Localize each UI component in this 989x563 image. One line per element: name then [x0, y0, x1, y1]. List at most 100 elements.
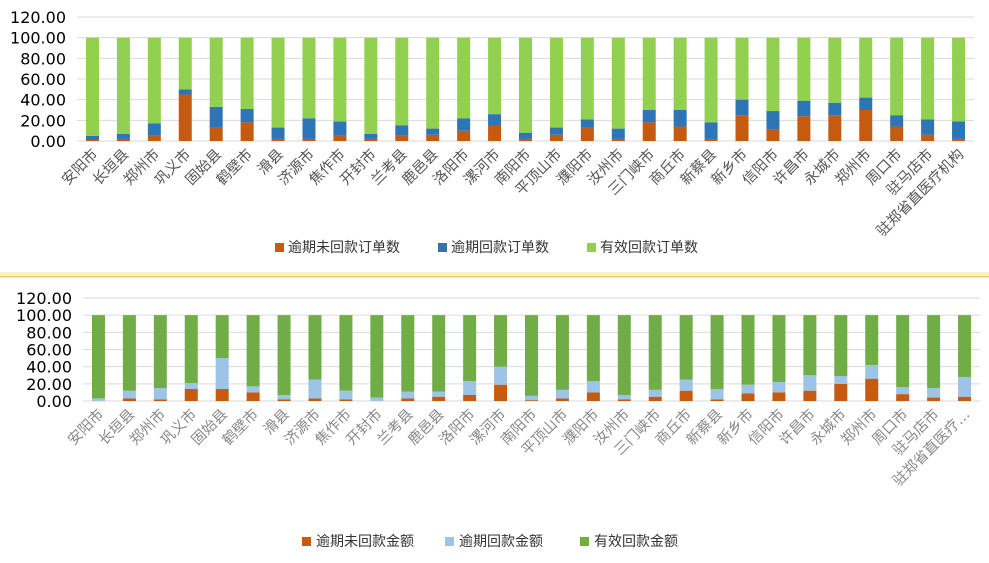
- bar-segment-2: [617, 394, 631, 400]
- legend-label-overdue-unpaid-amount: 逾期未回款金额: [316, 534, 414, 550]
- bar-segment-1: [555, 398, 569, 401]
- bar-segment-1: [277, 399, 291, 401]
- y-tick-label: 0.00: [36, 392, 72, 411]
- bar-segment-1: [147, 135, 161, 141]
- legend-label-valid-paid: 有效回款订单数: [600, 240, 698, 256]
- bar-segment-1: [710, 399, 724, 401]
- bar-segment-2: [184, 382, 198, 389]
- bar-segment-3: [617, 315, 631, 395]
- bar-segment-1: [679, 390, 693, 401]
- bar-segment-1: [246, 392, 260, 401]
- bar-segment-2: [803, 375, 817, 391]
- y-tick-label: 80.00: [26, 323, 72, 342]
- bar-segment-3: [927, 315, 941, 389]
- y-tick-label: 100.00: [10, 29, 66, 48]
- chart2-bars: [91, 315, 972, 401]
- bar-segment-1: [921, 134, 935, 141]
- bar-segment-3: [865, 315, 879, 365]
- bar-segment-3: [184, 315, 198, 383]
- bar-segment-2: [339, 390, 353, 400]
- bar-segment-1: [85, 139, 99, 141]
- bar-segment-3: [240, 37, 254, 109]
- bar-segment-3: [215, 315, 229, 359]
- bar-segment-1: [494, 384, 508, 401]
- bar-segment-2: [364, 133, 378, 139]
- bar-segment-2: [673, 110, 687, 127]
- bar-segment-1: [580, 127, 594, 141]
- bar-segment-2: [85, 135, 99, 140]
- bar-segment-3: [401, 315, 415, 392]
- bar-segment-2: [302, 118, 316, 139]
- bar-segment-1: [364, 138, 378, 141]
- bar-segment-3: [364, 37, 378, 134]
- bar-segment-1: [457, 130, 471, 141]
- bar-segment-1: [673, 126, 687, 141]
- bar-segment-3: [952, 37, 966, 122]
- y-tick-label: 20.00: [26, 375, 72, 394]
- bar-segment-2: [766, 111, 780, 130]
- bar-segment-2: [463, 381, 477, 395]
- bar-segment-1: [519, 138, 532, 141]
- y-tick-label: 80.00: [20, 49, 66, 68]
- bar-segment-2: [271, 127, 285, 139]
- bar-segment-2: [426, 128, 440, 135]
- bar-segment-3: [710, 315, 724, 389]
- bar-segment-3: [494, 315, 508, 367]
- bar-segment-3: [958, 315, 972, 377]
- bar-segment-3: [586, 315, 600, 382]
- y-tick-label: 0.00: [30, 132, 66, 151]
- bar-segment-3: [370, 315, 384, 398]
- y-tick-label: 40.00: [20, 91, 66, 110]
- bar-segment-2: [772, 382, 786, 393]
- bar-segment-2: [246, 386, 260, 393]
- bar-segment-3: [271, 37, 285, 128]
- bar-segment-2: [741, 384, 755, 394]
- bar-segment-2: [921, 119, 935, 135]
- bar-segment-2: [555, 389, 569, 399]
- bar-segment-1: [797, 116, 811, 141]
- bar-segment-1: [642, 122, 656, 141]
- bar-segment-3: [772, 315, 786, 383]
- legend-swatch-valid-paid-amount: [580, 537, 589, 546]
- category-label: 鹤壁市: [219, 406, 262, 449]
- bar-segment-1: [308, 398, 322, 401]
- bar-segment-3: [896, 315, 910, 388]
- bar-segment-3: [859, 37, 873, 98]
- bar-segment-1: [240, 122, 254, 141]
- bar-segment-2: [153, 388, 167, 400]
- bar-segment-1: [333, 135, 347, 141]
- bar-segment-2: [896, 387, 910, 395]
- bar-segment-1: [865, 378, 879, 401]
- bar-segment-2: [209, 106, 223, 128]
- bar-segment-1: [803, 390, 817, 401]
- bar-segment-3: [333, 37, 347, 122]
- bar-segment-3: [648, 315, 662, 390]
- bar-segment-2: [952, 121, 966, 139]
- y-tick-label: 40.00: [26, 358, 72, 377]
- bar-segment-3: [153, 315, 167, 389]
- bar-segment-1: [617, 399, 631, 401]
- bar-segment-1: [828, 115, 842, 141]
- y-tick-label: 120.00: [10, 8, 66, 27]
- bar-segment-3: [921, 37, 935, 120]
- legend-swatch-overdue-unpaid-amount: [302, 537, 311, 546]
- bar-segment-1: [927, 397, 941, 401]
- bar-segment-1: [488, 125, 502, 141]
- bar-segment-3: [673, 37, 687, 110]
- bar-segment-2: [859, 97, 873, 110]
- bar-segment-2: [432, 391, 446, 397]
- bar-segment-2: [828, 102, 842, 116]
- bar-segment-2: [704, 122, 718, 139]
- bar-segment-3: [426, 37, 440, 129]
- bar-segment-3: [91, 315, 105, 399]
- chart-divider: [0, 272, 989, 278]
- bar-segment-3: [302, 37, 316, 119]
- chart1-legend: 逾期未回款订单数 逾期回款订单数 有效回款订单数: [275, 240, 698, 256]
- bar-segment-2: [240, 108, 254, 123]
- bar-segment-1: [890, 126, 904, 141]
- bar-segment-1: [834, 383, 848, 401]
- bar-segment-3: [488, 37, 502, 115]
